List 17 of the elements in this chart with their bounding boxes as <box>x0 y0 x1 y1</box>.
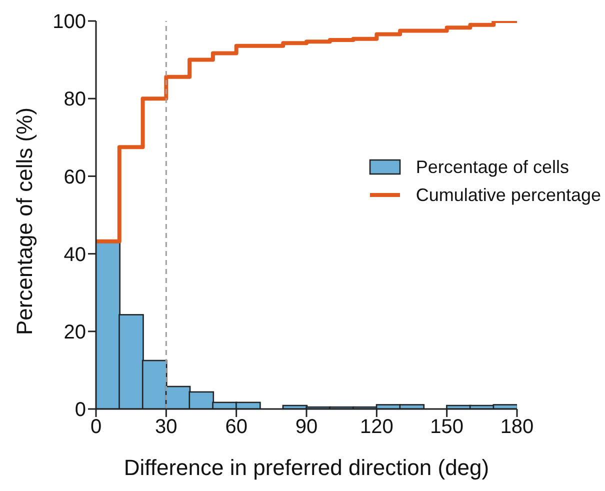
x-tick-label: 60 <box>225 416 248 438</box>
x-tick-label: 0 <box>90 416 102 438</box>
x-axis-title: Difference in preferred direction (deg) <box>124 455 490 480</box>
x-tick-label: 120 <box>360 416 394 438</box>
y-tick-label: 20 <box>64 322 86 344</box>
legend-label: Cumulative percentage <box>416 184 601 206</box>
legend-label: Percentage of cells <box>416 156 569 178</box>
y-tick-label: 100 <box>52 11 86 34</box>
y-tick-label: 60 <box>64 166 86 188</box>
y-axis-title: Percentage of cells (%) <box>12 108 37 335</box>
y-tick-label: 80 <box>64 88 86 111</box>
y-tick-label: 0 <box>74 399 86 422</box>
x-tick-label: 90 <box>295 416 318 438</box>
x-tick-label: 150 <box>430 416 464 438</box>
y-tick-label: 40 <box>64 244 86 266</box>
x-tick-label: 180 <box>500 416 534 438</box>
x-tick-label: 30 <box>155 416 178 438</box>
